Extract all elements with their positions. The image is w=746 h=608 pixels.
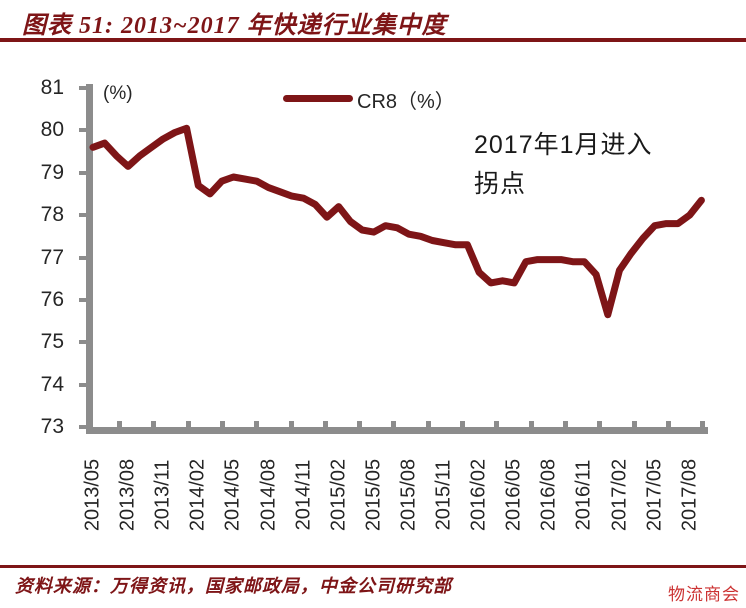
x-tick-mark: [117, 421, 122, 427]
y-axis-unit-label: (%): [103, 83, 133, 104]
y-tick-mark: [79, 255, 87, 260]
y-axis-line: [86, 84, 93, 434]
legend-line-swatch: [283, 95, 353, 102]
y-tick-label: 77: [40, 245, 64, 269]
y-tick-label: 73: [40, 415, 64, 438]
y-tick-label: 80: [40, 118, 64, 142]
x-tick-mark: [665, 421, 671, 427]
y-tick-label: 76: [40, 287, 64, 311]
title-divider: [0, 38, 746, 42]
x-tick-label: 2016/08: [537, 458, 560, 532]
x-tick-label: 2016/02: [467, 458, 490, 532]
y-tick-mark: [79, 425, 87, 429]
x-tick-mark: [597, 421, 603, 427]
x-tick-mark: [357, 421, 363, 427]
x-tick-mark: [460, 421, 465, 427]
x-tick-mark: [494, 421, 500, 427]
chart-title: 图表 51: 2013~2017 年快递行业集中度: [22, 13, 447, 39]
x-tick-mark: [528, 421, 534, 427]
x-tick-label: 2017/05: [643, 458, 666, 532]
x-tick-label: 2015/11: [432, 459, 455, 531]
x-tick-label: 2014/08: [257, 458, 279, 532]
x-tick-mark: [700, 421, 706, 427]
x-tick-label: 2014/02: [186, 458, 209, 532]
y-tick-label: 78: [40, 203, 64, 227]
x-tick-label: 2016/05: [502, 458, 525, 532]
y-tick-mark: [79, 213, 87, 218]
y-tick-mark: [79, 86, 87, 90]
annotation-line-2: 拐点: [474, 170, 527, 198]
x-tick-mark: [562, 421, 568, 427]
x-tick-mark: [151, 421, 157, 427]
x-tick-label: 2017/08: [678, 458, 701, 532]
x-tick-mark: [219, 421, 225, 427]
x-tick-mark: [425, 421, 431, 427]
x-tick-label: 2013/08: [116, 458, 139, 532]
x-tick-mark: [391, 421, 397, 427]
y-tick-label: 79: [40, 160, 64, 184]
x-tick-label: 2015/02: [327, 458, 350, 532]
y-tick-mark: [79, 128, 87, 133]
x-tick-label: 2016/11: [572, 459, 595, 531]
x-tick-label: 2014/05: [221, 458, 244, 532]
x-tick-mark: [631, 421, 637, 427]
y-tick-label: 75: [40, 330, 64, 354]
watermark: 物流商会: [668, 585, 740, 604]
x-axis-line: [86, 427, 708, 434]
footer-divider: [0, 565, 746, 568]
inflection-annotation: 2017年1月进入 拐点: [474, 126, 653, 204]
x-tick-label: 2013/11: [151, 459, 174, 531]
x-tick-label: 2017/02: [608, 458, 630, 532]
x-tick-mark: [254, 421, 260, 427]
x-tick-mark: [288, 421, 294, 427]
x-tick-label: 2014/11: [292, 459, 315, 531]
x-tick-label: 2015/05: [362, 458, 385, 532]
x-tick-mark: [322, 421, 328, 427]
source-note: 资料来源：万得资讯，国家邮政局，中金公司研究部: [15, 576, 452, 596]
x-tick-label: 2015/08: [397, 458, 420, 532]
annotation-line-1: 2017年1月进入: [474, 131, 653, 159]
x-tick-label: 2013/05: [81, 458, 104, 532]
y-tick-mark: [79, 382, 87, 387]
y-tick-mark: [79, 170, 87, 175]
legend-label: CR8（%）: [357, 91, 455, 113]
y-tick-label: 81: [40, 76, 64, 99]
x-tick-mark: [185, 421, 191, 427]
y-tick-mark: [79, 297, 87, 302]
y-tick-label: 74: [40, 372, 64, 396]
y-tick-mark: [79, 340, 87, 345]
